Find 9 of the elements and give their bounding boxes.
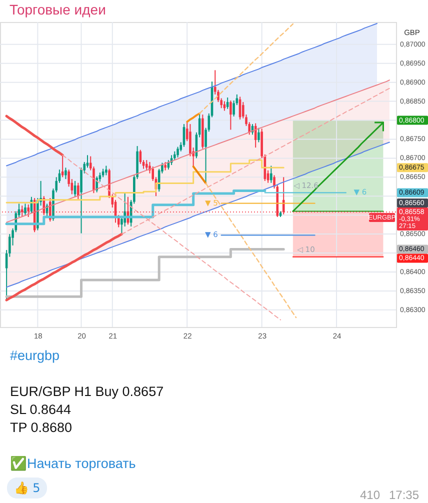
text: ✅Начать торговать [10, 455, 136, 471]
text: 👍 5 [14, 481, 40, 495]
text: EUR/GBP H1 Buy 0.8657 [10, 384, 164, 399]
chart-title: Торговые идеи [10, 2, 106, 18]
text: TP 0.8680 [10, 420, 72, 435]
text: 17:35 [388, 488, 420, 502]
text: 410 [360, 488, 380, 502]
text: #eurgbp [10, 348, 60, 363]
text: SL 0.8644 [10, 402, 72, 417]
